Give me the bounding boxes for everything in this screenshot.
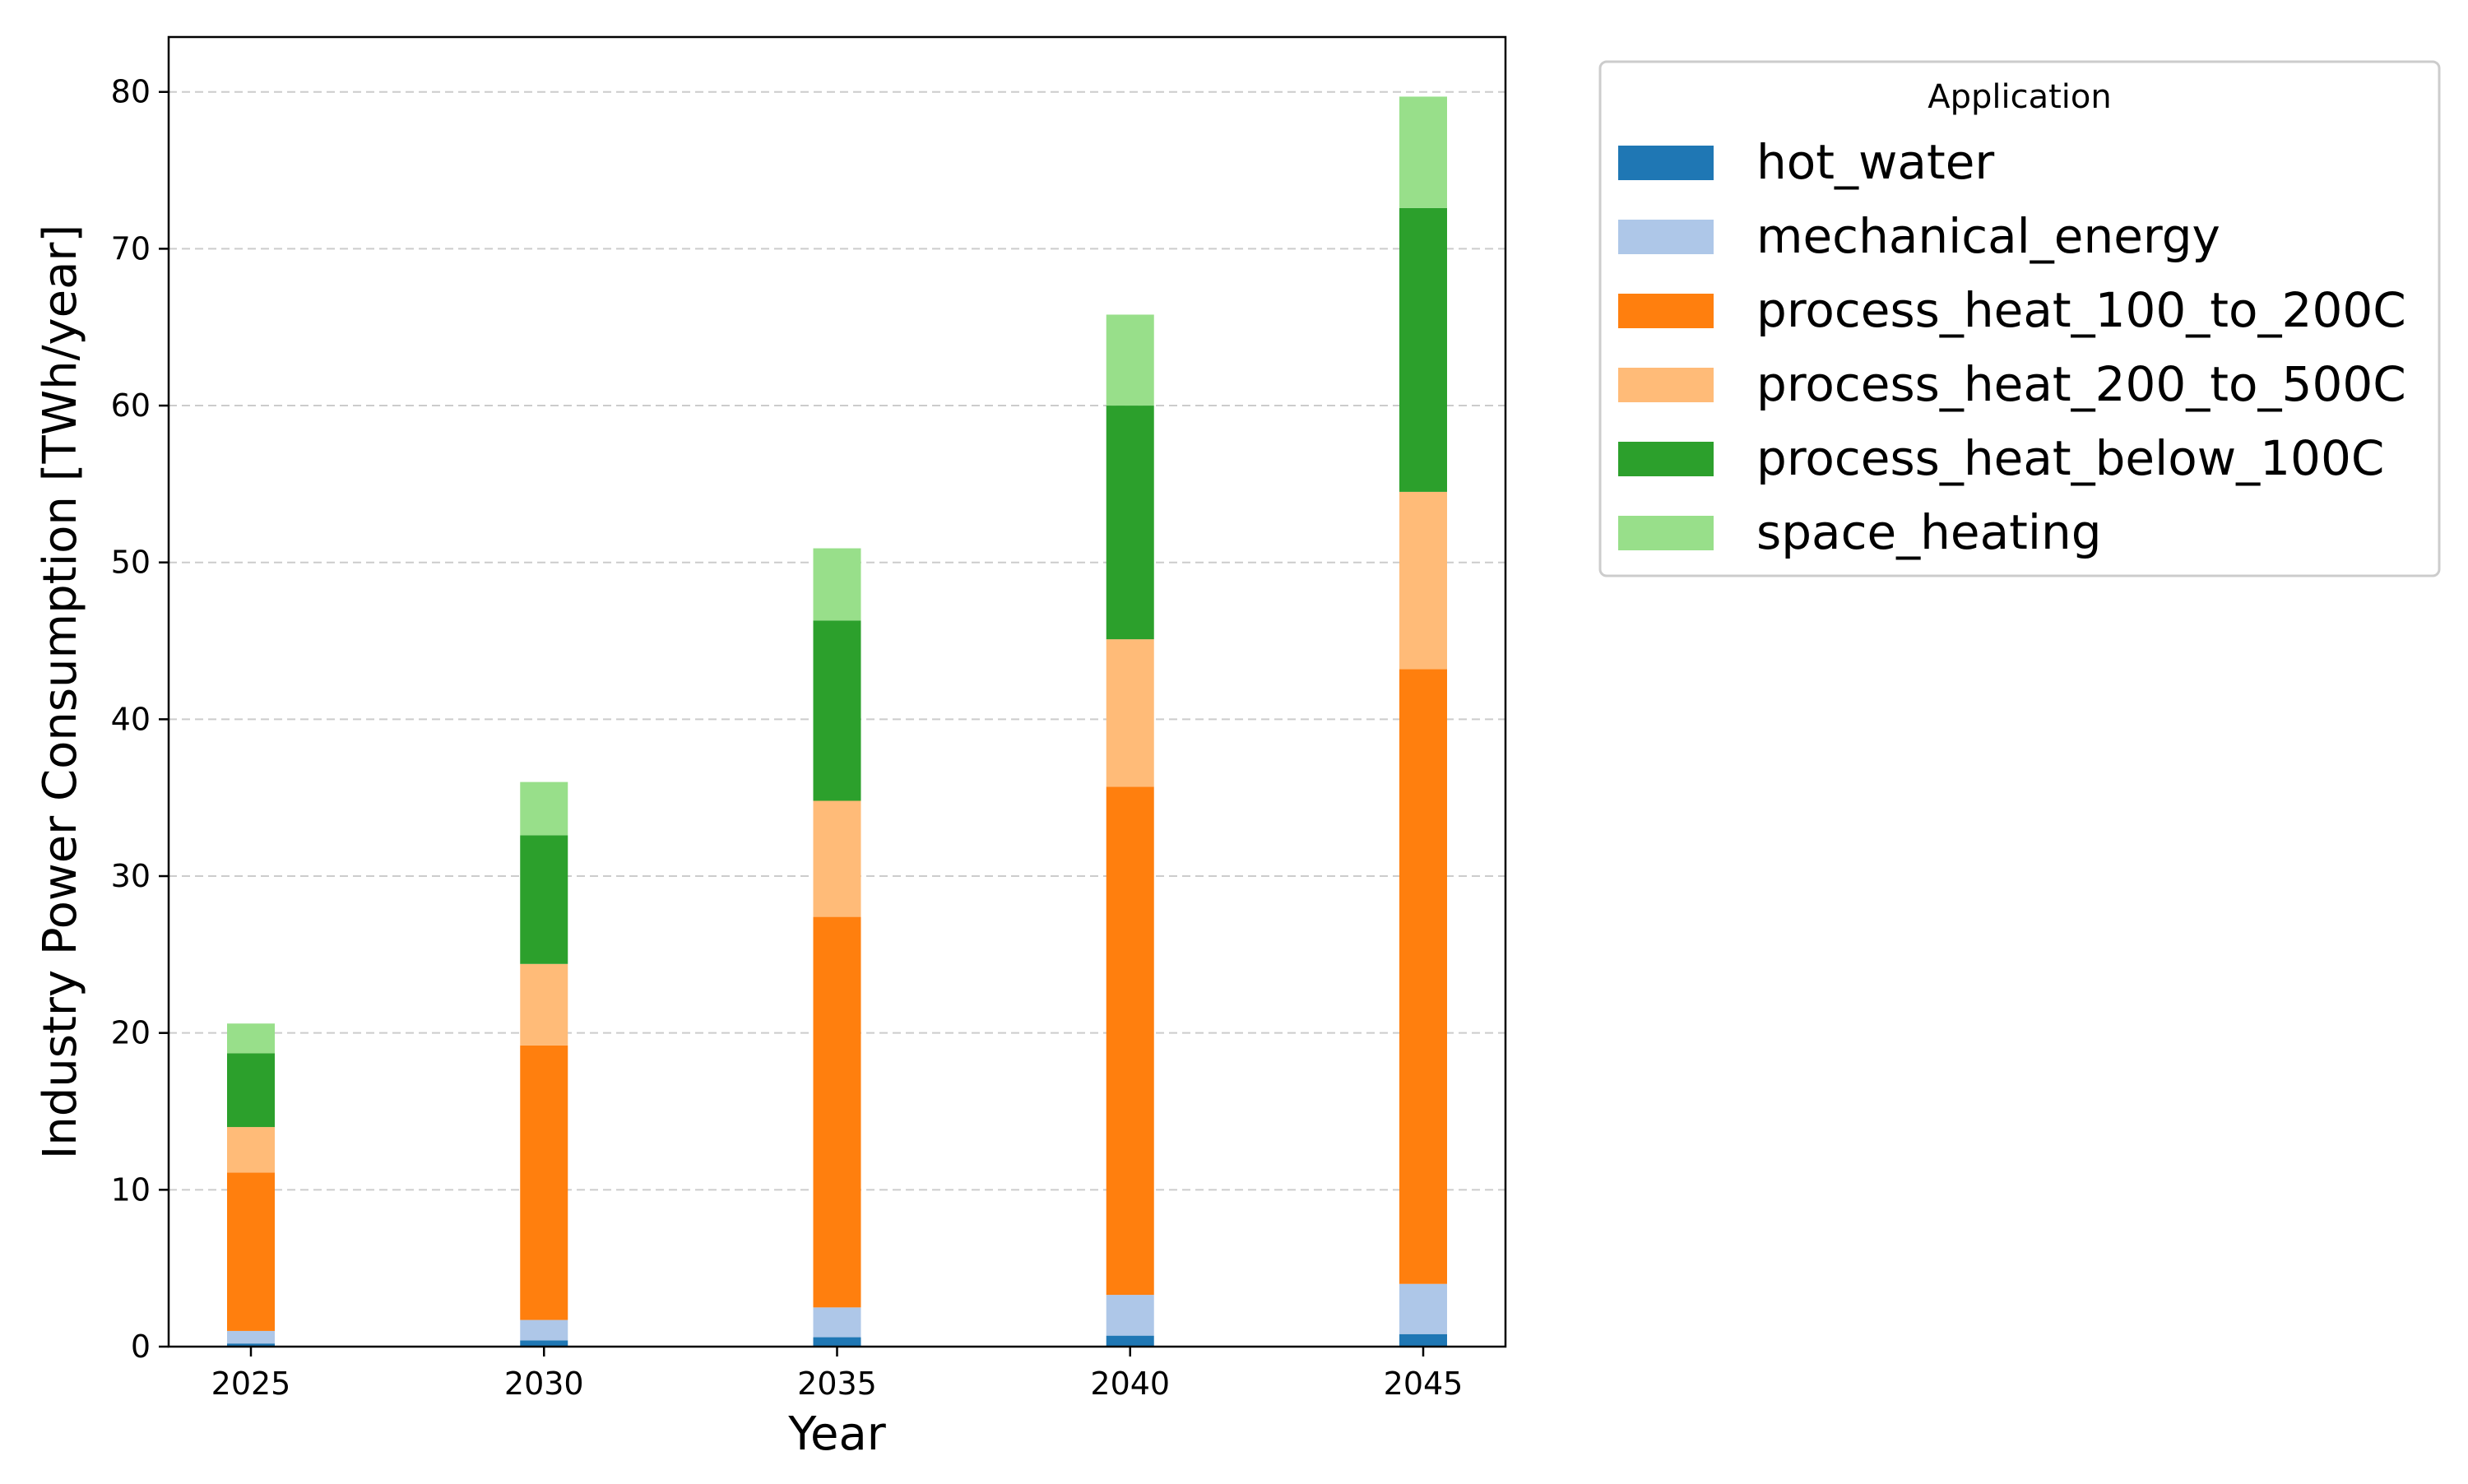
legend-frame (1598, 60, 2441, 577)
bar-segment-process-heat-200-to-500C[interactable] (1106, 639, 1154, 787)
bar-segment-space-heating[interactable] (520, 781, 568, 836)
legend-label: process_heat_below_100C (1756, 430, 2384, 486)
bar-segment-process-heat-below-100C[interactable] (227, 1053, 275, 1128)
bar-segment-process-heat-below-100C[interactable] (520, 835, 568, 964)
bar-segment-process-heat-200-to-500C[interactable] (1399, 491, 1447, 670)
bar-segment-process-heat-100-to-200C[interactable] (1106, 786, 1154, 1296)
bar-segment-hot-water[interactable] (1399, 1333, 1447, 1347)
bar-segment-process-heat-below-100C[interactable] (813, 620, 861, 801)
bar-segment-space-heating[interactable] (1106, 314, 1154, 406)
legend-label: mechanical_energy (1756, 208, 2220, 264)
y-axis-ticks: 0 10 20 30 40 50 60 70 80 (111, 74, 169, 1365)
bar-segment-hot-water[interactable] (520, 1340, 568, 1347)
bar-segment-space-heating[interactable] (813, 548, 861, 621)
bar-segment-mechanical-energy[interactable] (1106, 1295, 1154, 1336)
bar-segment-mechanical-energy[interactable] (227, 1330, 275, 1344)
y-tick-label: 0 (131, 1329, 151, 1365)
bar-segment-process-heat-below-100C[interactable] (1106, 406, 1154, 640)
y-tick-label: 10 (111, 1171, 151, 1208)
legend-swatch (1618, 516, 1714, 550)
x-tick-label: 2040 (1090, 1366, 1170, 1402)
x-tick-label: 2030 (504, 1366, 584, 1402)
legend-swatch (1618, 368, 1714, 402)
y-tick-label: 30 (111, 858, 151, 894)
y-tick-label: 20 (111, 1015, 151, 1051)
bar-segment-process-heat-100-to-200C[interactable] (520, 1045, 568, 1320)
bar-segment-space-heating[interactable] (1399, 96, 1447, 208)
bar-segment-process-heat-100-to-200C[interactable] (1399, 669, 1447, 1284)
bar-segment-mechanical-energy[interactable] (1399, 1283, 1447, 1334)
legend-items: hot_water mechanical_energy process_heat_1… (1618, 134, 2406, 560)
legend-swatch (1618, 294, 1714, 328)
y-tick-label: 70 (111, 230, 151, 267)
legend-title: Application (1928, 78, 2112, 116)
legend-swatch (1618, 220, 1714, 254)
y-tick-label: 80 (111, 74, 151, 110)
bar-segment-mechanical-energy[interactable] (520, 1319, 568, 1341)
bar-segment-process-heat-200-to-500C[interactable] (813, 800, 861, 917)
legend-label: process_heat_200_to_500C (1756, 356, 2406, 412)
legend-label: hot_water (1756, 134, 1994, 190)
bar-segment-process-heat-100-to-200C[interactable] (813, 916, 861, 1308)
legend[interactable]: Application hot_water mechanical_energypr… (1598, 60, 2441, 577)
legend-label: space_heating (1756, 504, 2102, 560)
y-axis-title: Industry Power Consumption [TWh/year] (34, 225, 87, 1160)
bars (227, 96, 1447, 1347)
x-axis-ticks: 2025 2030 2035 2040 2045 (211, 1347, 1464, 1402)
legend-swatch (1618, 442, 1714, 476)
y-tick-label: 50 (111, 545, 151, 581)
x-tick-label: 2045 (1384, 1366, 1464, 1402)
bar-segment-hot-water[interactable] (813, 1337, 861, 1347)
y-tick-label: 60 (111, 387, 151, 424)
bar-segment-process-heat-100-to-200C[interactable] (227, 1172, 275, 1331)
bar-segment-process-heat-200-to-500C[interactable] (227, 1127, 275, 1173)
x-tick-label: 2035 (797, 1366, 877, 1402)
bar-segment-process-heat-200-to-500C[interactable] (520, 963, 568, 1046)
legend-label: process_heat_100_to_200C (1756, 282, 2406, 338)
legend-swatch (1618, 146, 1714, 180)
bar-segment-hot-water[interactable] (227, 1343, 275, 1347)
x-axis-title: Year (787, 1407, 887, 1461)
bar-segment-process-heat-below-100C[interactable] (1399, 207, 1447, 492)
bar-segment-hot-water[interactable] (1106, 1335, 1154, 1347)
bar-segment-space-heating[interactable] (227, 1023, 275, 1054)
bar-segment-mechanical-energy[interactable] (813, 1307, 861, 1338)
y-tick-label: 40 (111, 701, 151, 737)
x-tick-label: 2025 (211, 1366, 291, 1402)
